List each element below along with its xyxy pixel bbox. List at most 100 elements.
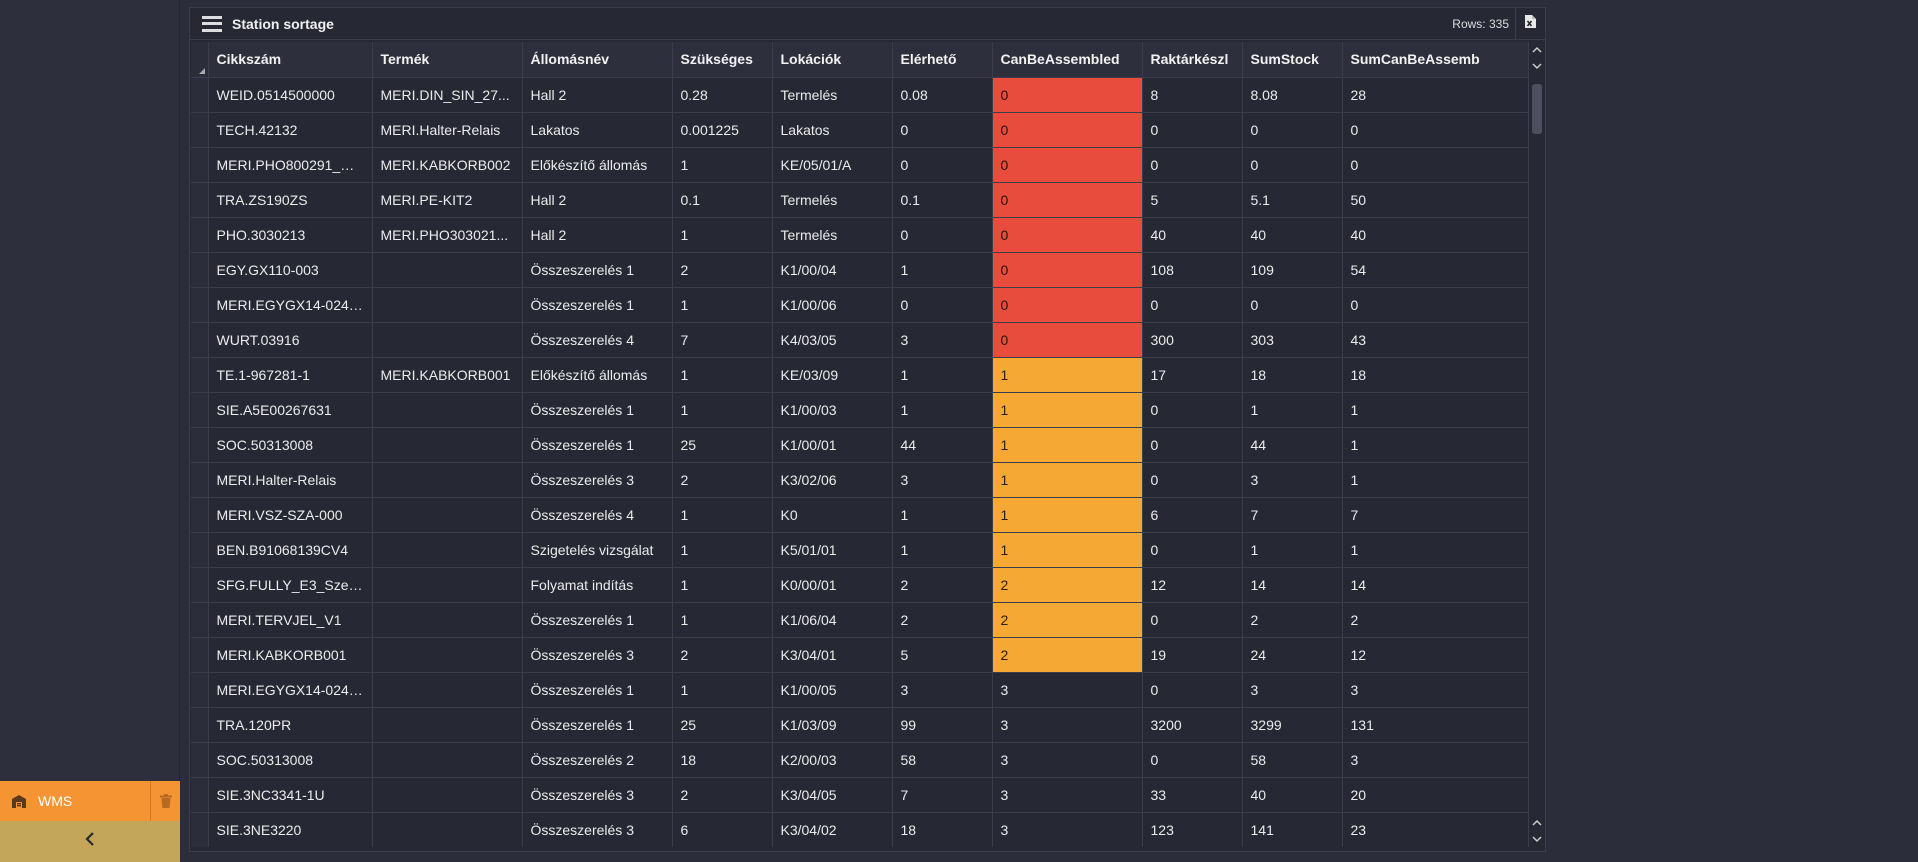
cell-sumstock[interactable]: 0 (1242, 112, 1343, 148)
cell-elerheto[interactable]: 44 (892, 427, 993, 463)
table-row[interactable]: SFG.FULLY_E3_Szerlap Folyamat indítás 1 K0/… (191, 567, 1528, 603)
table-row[interactable]: SOC.50313008 Összeszerelés 1 25 K1/00/01 44 1… (191, 427, 1528, 463)
table-row[interactable]: TRA.120PR Összeszerelés 1 25 K1/03/09 99 3 320… (191, 707, 1528, 743)
cell-szukseges[interactable]: 1 (672, 672, 773, 708)
cell-sumstock[interactable]: 0 (1242, 287, 1343, 323)
cell-termek[interactable]: MERI.DIN_SIN_27... (372, 77, 523, 113)
cell-allomasnev[interactable]: Összeszerelés 2 (522, 742, 673, 778)
cell-szukseges[interactable]: 0.001225 (672, 112, 773, 148)
row-selector[interactable] (191, 287, 209, 323)
table-row[interactable]: TE.1-967281-1 MERI.KABKORB001 Előkészítő á… (191, 357, 1528, 393)
cell-elerheto[interactable]: 18 (892, 812, 993, 847)
cell-cikkszam[interactable]: TRA.120PR (208, 707, 373, 743)
cell-cikkszam[interactable]: EGY.GX110-003 (208, 252, 373, 288)
list-menu-icon[interactable] (202, 15, 222, 32)
cell-canbeassembled[interactable]: 3 (992, 812, 1143, 847)
cell-cikkszam[interactable]: SOC.50313008 (208, 742, 373, 778)
cell-sumcanbeassembled[interactable]: 28 (1342, 77, 1528, 113)
vertical-scrollbar[interactable] (1528, 42, 1544, 847)
cell-termek[interactable] (372, 742, 523, 778)
cell-elerheto[interactable]: 3 (892, 322, 993, 358)
cell-szukseges[interactable]: 1 (672, 392, 773, 428)
row-selector[interactable] (191, 322, 209, 358)
cell-sumstock[interactable]: 141 (1242, 812, 1343, 847)
cell-canbeassembled[interactable]: 0 (992, 77, 1143, 113)
cell-szukseges[interactable]: 6 (672, 812, 773, 847)
cell-elerheto[interactable]: 99 (892, 707, 993, 743)
cell-szukseges[interactable]: 2 (672, 252, 773, 288)
cell-lokaciok[interactable]: K1/00/05 (772, 672, 893, 708)
cell-termek[interactable] (372, 777, 523, 813)
row-selector[interactable] (191, 182, 209, 218)
cell-lokaciok[interactable]: KE/05/01/A (772, 147, 893, 183)
cell-sumcanbeassembled[interactable]: 20 (1342, 777, 1528, 813)
cell-lokaciok[interactable]: K1/03/09 (772, 707, 893, 743)
scroll-bottom-icon[interactable] (1529, 831, 1545, 847)
cell-lokaciok[interactable]: KE/03/09 (772, 357, 893, 393)
cell-elerheto[interactable]: 1 (892, 392, 993, 428)
cell-sumstock[interactable]: 3 (1242, 672, 1343, 708)
cell-lokaciok[interactable]: K1/00/04 (772, 252, 893, 288)
cell-canbeassembled[interactable]: 3 (992, 742, 1143, 778)
cell-canbeassembled[interactable]: 3 (992, 707, 1143, 743)
cell-elerheto[interactable]: 0 (892, 287, 993, 323)
table-row[interactable]: MERI.TERVJEL_V1 Összeszerelés 1 1 K1/06/04 2… (191, 602, 1528, 638)
row-selector[interactable] (191, 147, 209, 183)
cell-sumstock[interactable]: 40 (1242, 777, 1343, 813)
cell-raktarkeszlet[interactable]: 5 (1142, 182, 1243, 218)
cell-cikkszam[interactable]: SIE.3NE3220 (208, 812, 373, 847)
cell-sumstock[interactable]: 303 (1242, 322, 1343, 358)
column-header-lokaciok[interactable]: Lokációk (772, 42, 893, 78)
row-selector[interactable] (191, 532, 209, 568)
row-selector[interactable] (191, 707, 209, 743)
column-header-termek[interactable]: Termék (372, 42, 523, 78)
cell-elerheto[interactable]: 5 (892, 637, 993, 673)
cell-termek[interactable] (372, 707, 523, 743)
cell-termek[interactable] (372, 462, 523, 498)
cell-szukseges[interactable]: 1 (672, 497, 773, 533)
cell-raktarkeszlet[interactable]: 12 (1142, 567, 1243, 603)
cell-cikkszam[interactable]: MERI.TERVJEL_V1 (208, 602, 373, 638)
cell-szukseges[interactable]: 7 (672, 322, 773, 358)
scroll-up-icon[interactable] (1529, 58, 1545, 74)
cell-canbeassembled[interactable]: 1 (992, 462, 1143, 498)
cell-szukseges[interactable]: 1 (672, 357, 773, 393)
cell-sumcanbeassembled[interactable]: 7 (1342, 497, 1528, 533)
cell-allomasnev[interactable]: Összeszerelés 3 (522, 812, 673, 847)
row-selector[interactable] (191, 217, 209, 253)
row-selector[interactable] (191, 777, 209, 813)
cell-cikkszam[interactable]: WURT.03916 (208, 322, 373, 358)
cell-sumstock[interactable]: 1 (1242, 392, 1343, 428)
cell-sumstock[interactable]: 5.1 (1242, 182, 1343, 218)
cell-allomasnev[interactable]: Hall 2 (522, 182, 673, 218)
cell-lokaciok[interactable]: K1/00/03 (772, 392, 893, 428)
cell-canbeassembled[interactable]: 1 (992, 532, 1143, 568)
cell-canbeassembled[interactable]: 0 (992, 112, 1143, 148)
cell-canbeassembled[interactable]: 2 (992, 602, 1143, 638)
column-header-sumstock[interactable]: SumStock (1242, 42, 1343, 78)
row-selector[interactable] (191, 112, 209, 148)
cell-szukseges[interactable]: 1 (672, 532, 773, 568)
cell-elerheto[interactable]: 1 (892, 357, 993, 393)
cell-raktarkeszlet[interactable]: 0 (1142, 392, 1243, 428)
cell-cikkszam[interactable]: MERI.PHO800291_mod (208, 147, 373, 183)
row-selector[interactable] (191, 252, 209, 288)
cell-cikkszam[interactable]: MERI.VSZ-SZA-000 (208, 497, 373, 533)
cell-elerheto[interactable]: 0.08 (892, 77, 993, 113)
cell-elerheto[interactable]: 1 (892, 497, 993, 533)
cell-lokaciok[interactable]: K3/04/05 (772, 777, 893, 813)
cell-termek[interactable] (372, 497, 523, 533)
row-selector-header[interactable] (191, 42, 209, 78)
row-selector[interactable] (191, 672, 209, 708)
cell-sumstock[interactable]: 0 (1242, 147, 1343, 183)
cell-termek[interactable]: MERI.Halter-Relais (372, 112, 523, 148)
cell-canbeassembled[interactable]: 1 (992, 427, 1143, 463)
cell-canbeassembled[interactable]: 1 (992, 357, 1143, 393)
table-row[interactable]: MERI.EGYGX14-024_mod... Összeszerelés 11K… (191, 672, 1528, 708)
cell-raktarkeszlet[interactable]: 0 (1142, 287, 1243, 323)
cell-szukseges[interactable]: 2 (672, 777, 773, 813)
cell-canbeassembled[interactable]: 2 (992, 637, 1143, 673)
cell-sumcanbeassembled[interactable]: 50 (1342, 182, 1528, 218)
cell-szukseges[interactable]: 1 (672, 287, 773, 323)
